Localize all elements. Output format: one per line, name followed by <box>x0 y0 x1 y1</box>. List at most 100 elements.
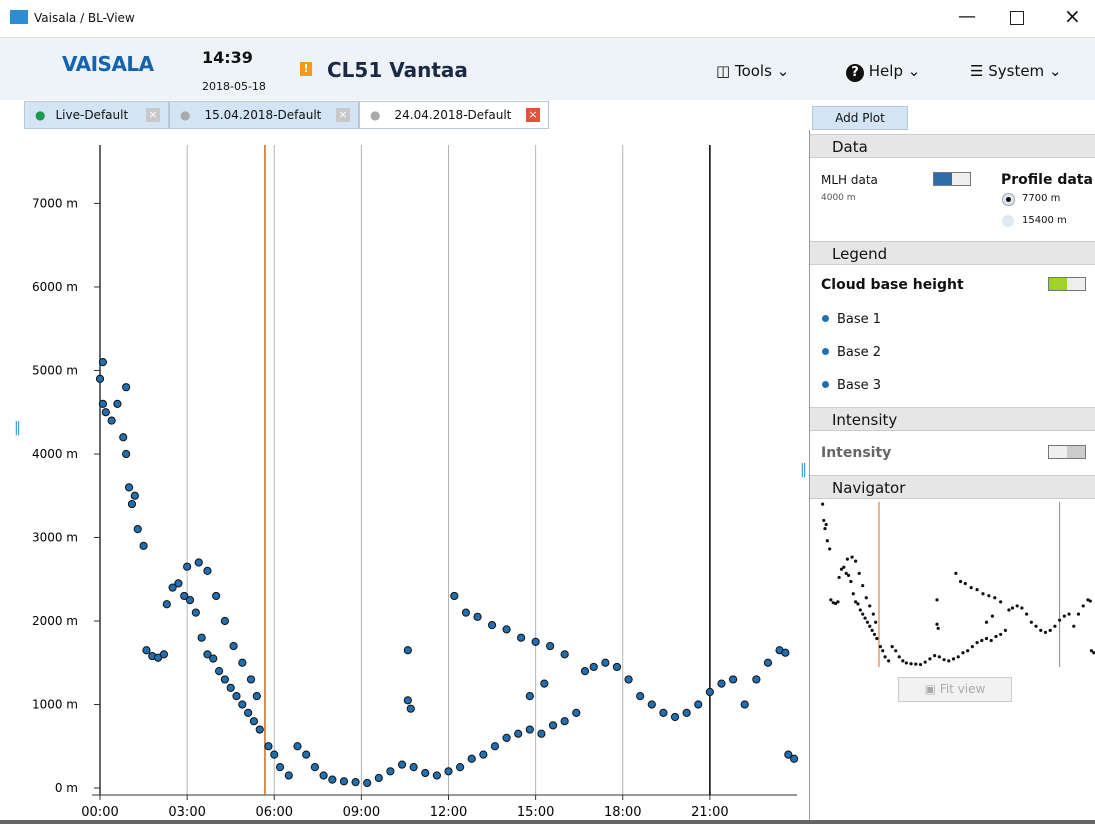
data-point <box>406 704 415 713</box>
y-tick-label: 5000 m <box>32 363 78 377</box>
x-tick-label: 12:00 <box>430 805 467 820</box>
navigator-point <box>914 662 918 666</box>
navigator-point <box>824 522 828 527</box>
navigator-point <box>868 624 872 628</box>
mlh-label: MLH data <box>821 173 878 187</box>
navigator-point <box>844 571 848 575</box>
data-point <box>479 750 488 759</box>
tab[interactable]: ● 24.04.2018-Default × <box>359 101 549 129</box>
tab[interactable]: ● Live-Default × <box>24 101 169 129</box>
mlh-toggle[interactable] <box>933 172 971 186</box>
data-point <box>601 658 610 667</box>
tab-close[interactable]: × <box>526 108 540 122</box>
navigator-point <box>954 571 958 575</box>
fit-view-button[interactable]: ▣ Fit view <box>898 677 1012 702</box>
data-point <box>328 775 337 784</box>
tools-menu[interactable]: ◫ Tools ⌄ <box>716 62 790 80</box>
cloud-base-toggle[interactable] <box>1048 277 1086 291</box>
menu-label: Tools <box>734 62 772 80</box>
y-tick-label: 6000 m <box>32 280 78 294</box>
button-label: Fit view <box>939 682 986 696</box>
navigator-point <box>935 598 939 602</box>
data-point <box>339 777 349 786</box>
y-tick-label: 2000 m <box>32 614 78 628</box>
data-point <box>113 399 122 408</box>
navigator-point <box>909 662 913 666</box>
data-point <box>487 621 497 630</box>
section-header: Legend <box>810 241 1095 265</box>
data-point <box>214 666 224 676</box>
data-point <box>98 358 108 367</box>
navigator-point <box>854 559 858 563</box>
data-point <box>705 687 714 697</box>
navigator-point <box>961 651 965 655</box>
data-point <box>255 725 264 734</box>
navigator-point <box>1003 628 1007 632</box>
navigator-point <box>897 655 901 659</box>
section-header: Data <box>810 134 1095 158</box>
navigator-point <box>1088 599 1092 603</box>
data-point <box>502 625 511 634</box>
legend-swatch <box>822 315 829 322</box>
navigator-point <box>947 659 951 663</box>
navigator-point <box>1043 630 1048 634</box>
data-point <box>220 616 229 626</box>
navigator-point <box>881 649 885 653</box>
maximize-button[interactable] <box>1010 11 1024 25</box>
close-button[interactable]: × <box>1064 4 1081 28</box>
data-point <box>275 763 285 772</box>
data-point <box>101 408 110 417</box>
tab-close[interactable]: × <box>336 108 350 122</box>
x-tick-label: 21:00 <box>691 805 728 820</box>
window-title: Vaisala / BL-View <box>34 11 135 25</box>
navigator-point <box>1089 649 1094 653</box>
minimize-button[interactable]: — <box>958 6 976 27</box>
navigator-point <box>1034 624 1038 628</box>
legend-swatch <box>822 381 829 388</box>
warning-icon: ! <box>300 62 312 76</box>
data-point <box>386 767 395 776</box>
navigator-point <box>842 565 846 569</box>
splitter-handle[interactable]: ‖ <box>14 420 21 436</box>
navigator-point <box>854 600 858 604</box>
intensity-toggle[interactable] <box>1048 445 1086 459</box>
navigator-point <box>890 645 894 649</box>
splitter-handle[interactable]: ‖ <box>800 462 807 478</box>
add-plot-button[interactable]: Add Plot <box>812 106 908 130</box>
navigator-point <box>865 620 870 624</box>
navigator-point <box>1010 606 1015 610</box>
data-point <box>249 717 259 726</box>
radio[interactable] <box>1002 215 1014 227</box>
navigator-point <box>994 634 998 639</box>
data-point <box>139 541 148 550</box>
x-tick-label: 06:00 <box>256 805 293 820</box>
data-point <box>560 650 569 659</box>
navigator-point <box>864 596 868 600</box>
system-menu[interactable]: ☰ System ⌄ <box>970 62 1062 80</box>
y-tick-label: 0 m <box>55 781 78 795</box>
navigator-point <box>963 581 967 586</box>
data-point <box>107 416 116 425</box>
legend-swatch <box>822 348 829 355</box>
tab-close[interactable]: × <box>146 108 160 122</box>
tab[interactable]: ● 15.04.2018-Default × <box>169 101 359 129</box>
navigator-point <box>1072 624 1076 628</box>
y-tick-label: 4000 m <box>32 447 78 461</box>
navigator-point <box>861 583 865 588</box>
navigator-point <box>999 632 1003 637</box>
navigator-point <box>999 600 1003 604</box>
data-point <box>130 491 139 500</box>
x-tick-label: 15:00 <box>517 805 554 820</box>
data-point <box>168 583 177 592</box>
help-menu[interactable]: ? Help ⌄ <box>846 62 920 82</box>
navigator-point <box>821 502 825 506</box>
site-name[interactable]: CL51 Vantaa <box>327 58 468 82</box>
data-point <box>589 662 598 672</box>
radio-selected[interactable] <box>1002 193 1015 206</box>
navigator-point <box>1086 598 1090 602</box>
navigator-point <box>858 608 862 612</box>
navigator-point <box>856 602 860 606</box>
data-point <box>203 566 212 575</box>
app-icon <box>10 10 28 24</box>
navigator-point <box>923 660 927 664</box>
